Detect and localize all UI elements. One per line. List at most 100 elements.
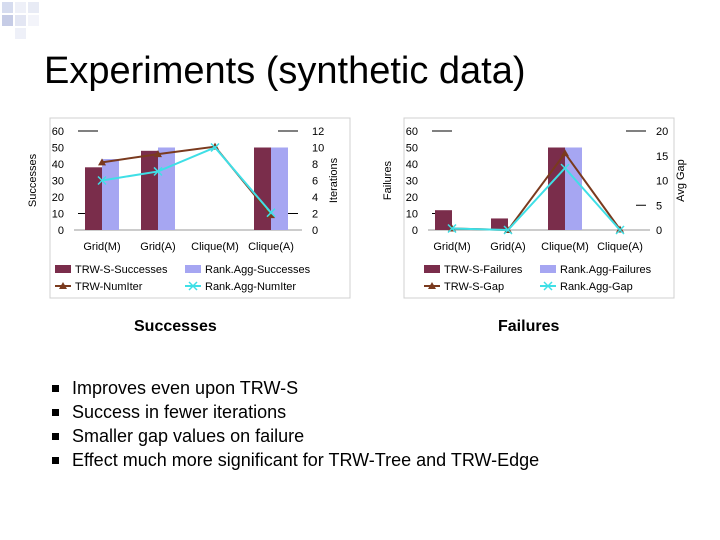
legend-label: TRW-S-Failures [444, 264, 523, 276]
legend-label: Rank.Agg-Successes [205, 264, 311, 276]
bullet-square-icon [52, 433, 59, 440]
failures-caption: Failures [498, 318, 560, 335]
series-line [451, 166, 621, 232]
corner-squares-decoration [2, 2, 39, 39]
y-axis-title: Failures [382, 160, 394, 200]
y-axis-title: Successes [27, 153, 39, 207]
y-tick-label: 40 [52, 159, 64, 171]
bullet-item: Success in fewer iterations [52, 400, 539, 424]
y2-tick-label: 6 [312, 176, 318, 188]
x-tick-label: Grid(M) [433, 241, 470, 253]
legend-marker [188, 281, 198, 291]
line-point [267, 211, 275, 219]
y2-axis-title: Avg Gap [675, 159, 687, 202]
x-tick-label: Grid(M) [83, 241, 120, 253]
bullet-text: Effect much more significant for TRW-Tre… [72, 450, 540, 470]
successes-caption: Successes [134, 318, 217, 335]
point-stroke [503, 225, 513, 235]
line-point [97, 175, 107, 186]
y-tick-label: 0 [412, 225, 418, 237]
legend-swatch [185, 265, 201, 273]
bar [435, 210, 452, 230]
point-stroke [153, 166, 163, 176]
legend-label: Rank.Agg-Failures [560, 264, 652, 276]
legend-label: TRW-S-Gap [444, 281, 504, 293]
y-tick-label: 40 [406, 159, 418, 171]
legend-label: TRW-NumIter [75, 281, 143, 293]
line-point [210, 142, 220, 153]
bullet-item: Smaller gap values on failure [52, 424, 539, 448]
y-tick-label: 60 [52, 126, 64, 138]
line-point [561, 149, 569, 157]
point-stroke [615, 225, 625, 235]
y-tick-label: 60 [406, 126, 418, 138]
point-stroke [447, 223, 457, 234]
x-tick-label: Grid(A) [490, 241, 525, 253]
legend-label: Rank.Agg-Gap [560, 281, 633, 293]
bar [158, 147, 175, 230]
y-tick-label: 50 [52, 143, 64, 155]
legend-swatch [540, 265, 556, 273]
bar [491, 218, 508, 230]
series-line [101, 146, 272, 214]
y-tick-label: 20 [406, 192, 418, 204]
y2-axis-title: Iterations [328, 157, 340, 203]
bullet-text: Improves even upon TRW-S [72, 378, 299, 398]
legend-marker [428, 282, 436, 289]
y2-tick-label: 20 [656, 126, 668, 138]
point-stroke [97, 175, 107, 186]
x-tick-label: Clique(A) [597, 241, 643, 253]
point-stroke [560, 163, 570, 173]
legend: TRW-S-Successes Rank.Agg-Successes TRW-Num… [55, 264, 311, 293]
legend-label: Rank.Agg-NumIter [205, 281, 296, 293]
y2-tick-label: 5 [656, 200, 662, 212]
line-point [154, 150, 162, 158]
y-tick-label: 0 [58, 225, 64, 237]
line-point [98, 158, 106, 166]
y-tick-label: 30 [52, 176, 64, 188]
bullet-square-icon [52, 457, 59, 464]
line-point [447, 223, 457, 234]
legend-swatch [424, 265, 440, 273]
legend: TRW-S-Failures Rank.Agg-Failures TRW-S-Gap… [424, 264, 652, 293]
successes-chart: 0 10 20 30 40 50 60 0 2 4 6 8 10 12 Successes Iteration… [27, 117, 351, 299]
x-tick-label: Clique(A) [248, 241, 294, 253]
line-point [560, 163, 570, 173]
y2-tick-label: 2 [312, 209, 318, 221]
line-point [615, 225, 625, 235]
bullet-list: Improves even upon TRW-S Success in fewe… [52, 376, 539, 472]
bullet-item: Improves even upon TRW-S [52, 376, 539, 400]
legend-marker [59, 282, 67, 289]
slide-title: Experiments (synthetic data) [44, 50, 526, 92]
y2-tick-label: 12 [312, 126, 324, 138]
bullet-square-icon [52, 409, 59, 416]
bullet-item: Effect much more significant for TRW-Tre… [52, 448, 539, 472]
y2-tick-label: 10 [312, 143, 324, 155]
y2-tick-label: 4 [312, 192, 318, 204]
line-point [503, 225, 513, 235]
y2-tick-label: 10 [656, 176, 668, 188]
y-tick-label: 50 [406, 143, 418, 155]
x-tick-label: Clique(M) [191, 241, 239, 253]
bar [85, 167, 102, 230]
y2-tick-label: 15 [656, 151, 668, 163]
legend-marker [543, 281, 553, 291]
y-tick-label: 30 [406, 176, 418, 188]
bar [548, 147, 565, 230]
y-tick-label: 10 [406, 209, 418, 221]
bar [565, 147, 582, 230]
point-stroke [266, 208, 276, 218]
bar [141, 150, 158, 230]
legend-label: TRW-S-Successes [75, 264, 168, 276]
legend-swatch [55, 265, 71, 273]
bar [102, 159, 119, 230]
y-tick-label: 10 [52, 209, 64, 221]
line-point [153, 166, 163, 176]
x-tick-label: Grid(A) [140, 241, 175, 253]
y2-tick-label: 0 [656, 225, 662, 237]
y2-tick-label: 8 [312, 159, 318, 171]
point-stroke [210, 142, 220, 153]
failures-chart: 0 10 20 30 40 50 60 0 5 10 15 20 Failures Avg Gap Grid… [382, 117, 687, 299]
y2-tick-label: 0 [312, 225, 318, 237]
